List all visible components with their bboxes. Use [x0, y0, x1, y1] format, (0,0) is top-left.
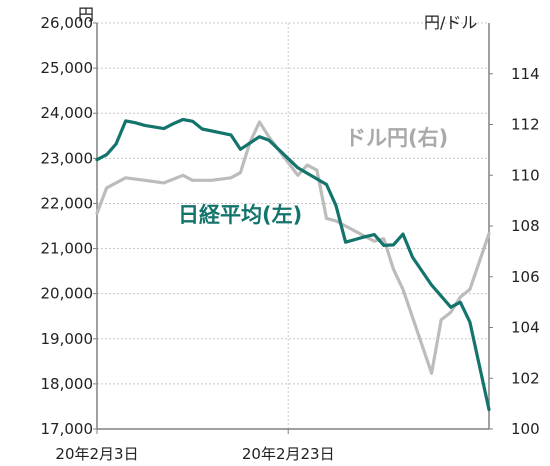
- x-tick-label: 20年2月3日: [55, 445, 138, 463]
- x-tick-label: 20年2月23日: [242, 445, 335, 463]
- left-tick-label: 24,000: [41, 104, 94, 122]
- usdjpy-line: [95, 120, 491, 375]
- left-tick-label: 22,000: [41, 194, 94, 212]
- axes: 17,000 18,000 19,000 20,000 21,000 22,000 23,0…: [41, 14, 540, 463]
- nikkei-series-label: 日経平均(左): [178, 203, 302, 227]
- right-tick-label: 110: [511, 166, 540, 184]
- left-tick-label: 23,000: [41, 149, 94, 167]
- left-tick-label: 20,000: [41, 285, 94, 303]
- left-tick-label: 18,000: [41, 375, 94, 393]
- right-tick-label: 100: [511, 420, 540, 438]
- right-tick-label: 112: [511, 116, 540, 134]
- gridlines: [96, 22, 489, 429]
- right-tick-label: 114: [511, 65, 540, 83]
- right-tick-label: 106: [511, 268, 540, 286]
- left-tick-label: 25,000: [41, 59, 94, 77]
- right-unit-label: 円/ドル: [424, 13, 477, 32]
- right-tick-label: 104: [511, 319, 540, 337]
- series-lines: [95, 117, 491, 412]
- right-tick-label: 102: [511, 369, 540, 387]
- left-tick-label: 26,000: [41, 14, 94, 32]
- left-tick-label: 21,000: [41, 240, 94, 258]
- left-unit-label: 円: [78, 5, 94, 24]
- left-tick-label: 17,000: [41, 420, 94, 438]
- usdjpy-series-label: ドル円(右): [345, 126, 448, 150]
- right-tick-label: 108: [511, 217, 540, 235]
- left-tick-label: 19,000: [41, 330, 94, 348]
